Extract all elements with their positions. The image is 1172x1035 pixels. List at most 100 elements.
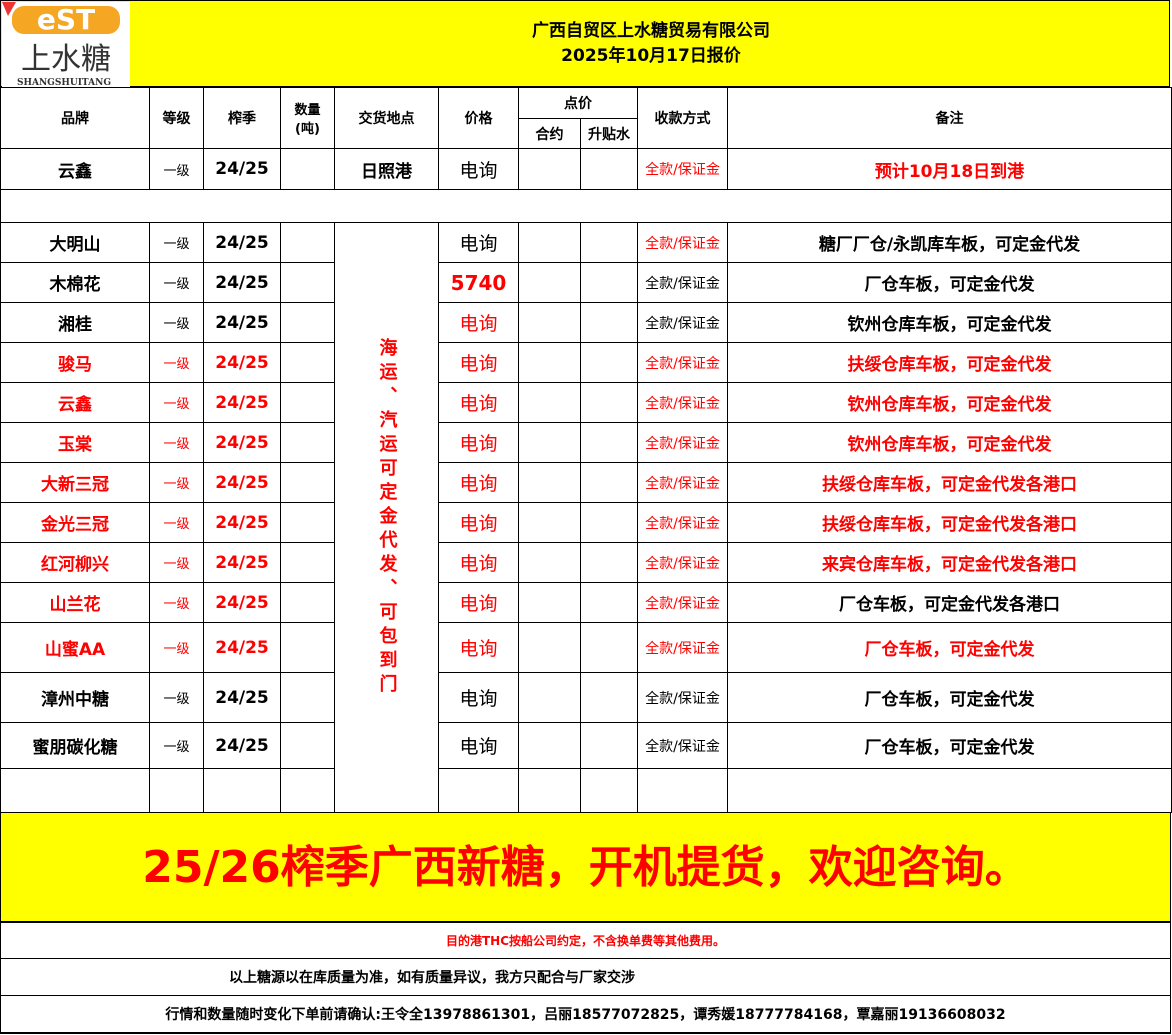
premium-cell — [580, 542, 638, 583]
payment-cell: 全款/保证金 — [637, 422, 728, 463]
table-row: 骏马 一级 24/25 电询 全款/保证金 扶绥仓库车板，可定金代发 — [0, 342, 1172, 383]
remark-cell: 厂仓车板，可定金代发各港口 — [727, 582, 1172, 623]
season-cell: 24/25 — [203, 542, 281, 583]
price-cell: 电询 — [438, 582, 519, 623]
place-merged-cell: 海运、汽运可定金代发、可包到门 — [334, 222, 439, 813]
grade-cell: 一级 — [149, 422, 204, 463]
payment-cell: 全款/保证金 — [637, 722, 728, 769]
brand-cell: 漳州中糖 — [0, 672, 150, 723]
contract-cell — [518, 672, 581, 723]
qty-cell — [280, 382, 335, 423]
price-cell: 电询 — [438, 148, 519, 190]
price-cell: 电询 — [438, 542, 519, 583]
contract-cell — [518, 502, 581, 543]
contract-cell — [518, 722, 581, 769]
season-cell: 24/25 — [203, 342, 281, 383]
grade-cell: 一级 — [149, 582, 204, 623]
table-row: 云鑫 一级 24/25 电询 全款/保证金 钦州仓库车板，可定金代发 — [0, 382, 1172, 423]
sheet-title: 广西自贸区上水糖贸易有限公司 2025年10月17日报价 — [131, 19, 1171, 69]
empty-cell — [438, 768, 519, 813]
payment-cell: 全款/保证金 — [637, 582, 728, 623]
season-cell: 24/25 — [203, 422, 281, 463]
brand-cell: 红河柳兴 — [0, 542, 150, 583]
remark-cell: 来宾仓库车板，可定金代发各港口 — [727, 542, 1172, 583]
brand-cell: 玉棠 — [0, 422, 150, 463]
empty-row — [0, 768, 1172, 813]
contract-cell — [518, 302, 581, 343]
premium-cell — [580, 342, 638, 383]
premium-cell — [580, 222, 638, 263]
premium-cell — [580, 422, 638, 463]
empty-cell — [203, 768, 281, 813]
table-row: 山蜜AA 一级 24/25 电询 全款/保证金 厂仓车板，可定金代发 — [0, 622, 1172, 673]
svg-text:eST: eST — [37, 3, 95, 36]
table-row: 漳州中糖 一级 24/25 电询 全款/保证金 厂仓车板，可定金代发 — [0, 672, 1172, 723]
table-row: 云鑫 一级 24/25 日照港 电询 全款/保证金 预计10月18日到港 — [0, 148, 1172, 190]
contact-note: 行情和数量随时变化下单前请确认:王令全13978861301，吕丽1857707… — [0, 995, 1171, 1034]
remark-cell: 扶绥仓库车板，可定金代发各港口 — [727, 502, 1172, 543]
premium-cell — [580, 382, 638, 423]
qty-cell — [280, 542, 335, 583]
payment-cell: 全款/保证金 — [637, 622, 728, 673]
grade-cell: 一级 — [149, 222, 204, 263]
empty-cell — [149, 768, 204, 813]
table-row: 大明山 一级 24/25 海运、汽运可定金代发、可包到门 电询 全款/保证金 糖厂厂仓/永凯… — [0, 222, 1172, 813]
empty-cell — [518, 768, 581, 813]
season-cell: 24/25 — [203, 148, 281, 190]
remark-cell: 厂仓车板，可定金代发 — [727, 262, 1172, 303]
payment-cell: 全款/保证金 — [637, 302, 728, 343]
contract-cell — [518, 262, 581, 303]
qty-cell — [280, 342, 335, 383]
premium-cell — [580, 502, 638, 543]
grade-cell: 一级 — [149, 342, 204, 383]
empty-cell — [280, 768, 335, 813]
price-cell: 电询 — [438, 502, 519, 543]
remark-cell: 钦州仓库车板，可定金代发 — [727, 422, 1172, 463]
premium-cell — [580, 302, 638, 343]
company-name: 广西自贸区上水糖贸易有限公司 — [532, 21, 770, 41]
qty-cell — [280, 722, 335, 769]
remark-cell: 扶绥仓库车板，可定金代发各港口 — [727, 462, 1172, 503]
payment-cell: 全款/保证金 — [637, 502, 728, 543]
brand-cell: 云鑫 — [0, 148, 150, 190]
col-contract: 合约 — [518, 118, 581, 149]
grade-cell: 一级 — [149, 262, 204, 303]
table-row: 红河柳兴 一级 24/25 电询 全款/保证金 来宾仓库车板，可定金代发各港口 — [0, 542, 1172, 583]
col-payment: 收款方式 — [637, 87, 728, 149]
header-band: eST 上水糖 SHANGSHUITANG 广西自贸区上水糖贸易有限公司 202… — [0, 0, 1171, 88]
table-row: 木棉花 一级 24/25 5740 全款/保证金 厂仓车板，可定金代发 — [0, 262, 1172, 303]
brand-cell: 蜜朋碳化糖 — [0, 722, 150, 769]
remark-cell: 预计10月18日到港 — [727, 148, 1172, 190]
payment-cell: 全款/保证金 — [637, 222, 728, 263]
premium-cell — [580, 148, 638, 190]
contract-cell — [518, 622, 581, 673]
svg-text:SHANGSHUITANG: SHANGSHUITANG — [17, 78, 111, 88]
brand-cell: 云鑫 — [0, 382, 150, 423]
season-cell: 24/25 — [203, 502, 281, 543]
qty-cell — [280, 582, 335, 623]
price-table: 品牌 等级 榨季 数量 (吨) 交货地点 价格 点价 收款方式 备注 合约 升贴… — [0, 87, 1172, 813]
contract-cell — [518, 222, 581, 263]
price-cell: 电询 — [438, 382, 519, 423]
empty-cell — [637, 768, 728, 813]
brand-cell: 金光三冠 — [0, 502, 150, 543]
remark-cell: 钦州仓库车板，可定金代发 — [727, 302, 1172, 343]
remark-cell: 糖厂厂仓/永凯库车板，可定金代发 — [727, 222, 1172, 263]
thc-note: 目的港THC按船公司约定，不含换单费等其他费用。 — [0, 922, 1171, 959]
contract-cell — [518, 542, 581, 583]
premium-cell — [580, 462, 638, 503]
qty-cell — [280, 302, 335, 343]
col-brand: 品牌 — [0, 87, 150, 149]
grade-cell: 一级 — [149, 462, 204, 503]
contract-cell — [518, 422, 581, 463]
season-cell: 24/25 — [203, 582, 281, 623]
place-cell: 日照港 — [334, 148, 439, 190]
payment-cell: 全款/保证金 — [637, 542, 728, 583]
table-row: 蜜朋碳化糖 一级 24/25 电询 全款/保证金 厂仓车板，可定金代发 — [0, 722, 1172, 769]
season-cell: 24/25 — [203, 722, 281, 769]
grade-cell: 一级 — [149, 382, 204, 423]
grade-cell: 一级 — [149, 148, 204, 190]
premium-cell — [580, 622, 638, 673]
col-points: 点价 — [518, 87, 638, 119]
remark-cell: 厂仓车板，可定金代发 — [727, 622, 1172, 673]
